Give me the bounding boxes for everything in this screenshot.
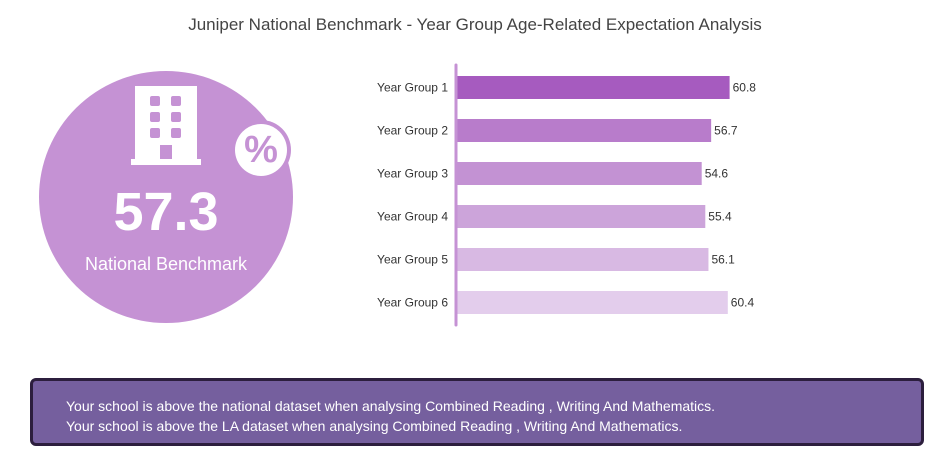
percent-symbol: % [235,124,287,176]
category-label-year-group-5: Year Group 5 [377,253,448,267]
year-group-bar-chart: Year Group 1 60.8 Year Group 2 56.7 Year Gro… [377,63,757,327]
building-icon [131,86,201,165]
data-label-year-group-1: 60.8 [733,81,757,95]
kpi-value: 57.3 [113,182,219,242]
summary-note: Your school is above the national datase… [30,378,924,446]
bar-year-group-1 [456,76,730,99]
summary-line-la: Your school is above the LA dataset when… [66,418,683,434]
bar-year-group-2 [456,119,712,142]
bar-year-group-6 [456,291,728,314]
data-label-year-group-5: 56.1 [711,253,735,267]
percent-icon: % [231,120,291,180]
bar-year-group-3 [456,162,702,185]
data-label-year-group-6: 60.4 [731,296,755,310]
bar-year-group-5 [456,248,709,271]
bar-year-group-4 [456,205,706,228]
category-label-year-group-6: Year Group 6 [377,296,448,310]
kpi-label: National Benchmark [84,254,248,274]
category-label-year-group-1: Year Group 1 [377,81,448,95]
category-label-year-group-3: Year Group 3 [377,167,448,181]
data-label-year-group-3: 54.6 [705,167,729,181]
chart-title: Juniper National Benchmark - Year Group … [188,15,762,34]
category-label-year-group-4: Year Group 4 [377,210,448,224]
summary-line-national: Your school is above the national datase… [66,398,716,414]
category-label-year-group-2: Year Group 2 [377,124,448,138]
data-label-year-group-4: 55.4 [708,210,732,224]
data-label-year-group-2: 56.7 [714,124,738,138]
